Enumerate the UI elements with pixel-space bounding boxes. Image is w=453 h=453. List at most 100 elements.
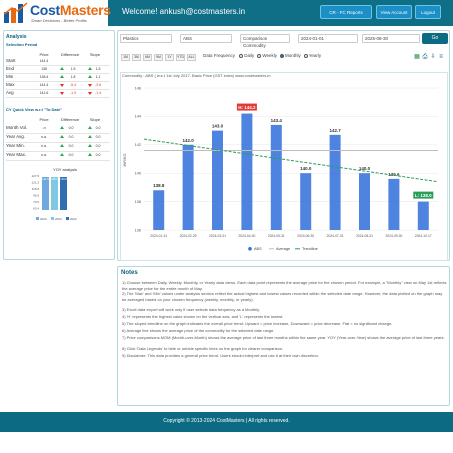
data-label: 139.6 [388,172,400,177]
note-item: 9) Disclaimer: This data provides a gene… [122,353,319,358]
start-date-input[interactable]: 2024-01-01 [298,34,358,43]
range-button-1y[interactable]: 1Y [165,54,174,61]
analysis-row-label: Min [6,74,14,79]
analysis-price: 141.6 [39,90,49,95]
abs-bar [270,124,282,230]
frequency-option-weekly[interactable]: Weekly [257,53,277,58]
arrow-down-icon [88,91,92,95]
analysis-title: Analysis [6,34,27,40]
arrow-up-icon [60,144,64,147]
quickview-difference: 0.0 [68,125,74,130]
go-button[interactable]: Go [422,33,448,44]
data-label: 140.0 [300,166,312,171]
quickview-price: -n [42,125,46,130]
analysis-slope: 1.1 [95,74,101,79]
data-label: 140.0 [359,166,371,171]
frequency-option-label: Daily [244,53,255,58]
excel-icon[interactable]: ▦ [414,54,420,60]
analysis-price: 138.4 [39,74,49,79]
y-tick-label: 136 [135,228,141,232]
range-button-ytd[interactable]: YTD [176,54,185,61]
frequency-option-yearly[interactable]: Yearly [303,53,321,58]
frequency-option-daily[interactable]: Daily [239,53,254,58]
quickview-row-label: Year Min. [6,143,25,148]
abs-bar [300,173,312,230]
frequency-label: Data Frequency [203,53,236,58]
analysis-slope: -1.4 [94,90,102,95]
range-button-3m[interactable]: 3M [132,54,141,61]
range-button-6m[interactable]: 6M [143,54,152,61]
quick-view-title: CY Quick View w.r.t "To Date" [6,107,63,112]
frequency-option-label: Weekly [262,53,277,58]
y-tick-label: 146 [135,86,141,90]
analysis-price: 144.4 [39,58,49,63]
yoy-tick-label: 115.8 [32,187,40,191]
x-tick-label: 2024-04-30 [238,234,255,238]
row-divider [6,150,110,152]
row-divider [6,97,110,98]
quickview-difference: 0.0 [68,143,74,148]
range-button-all[interactable]: ALL [187,54,196,61]
yoy-legend-item: 2022 [70,217,77,221]
cr-fc-reports-button[interactable]: CR - FC Reports [320,5,372,19]
analysis-price: 138 [41,66,47,71]
frequency-option-monthly[interactable]: Monthly [279,53,301,58]
trend-line [143,138,439,183]
brand-tagline: Smart Decisions - Better Profits [31,18,87,23]
range-button-1m[interactable]: 1M [121,54,130,61]
legend-item: Trendline [302,247,318,251]
x-tick-label: 2024-05-31 [268,234,285,238]
plot-frame [120,72,448,261]
x-tick-label: 2024-02-29 [180,234,197,238]
radio-icon[interactable] [303,53,308,58]
selection-period-label: Selection Period [6,42,38,47]
radio-icon[interactable] [257,53,262,58]
comparison-select[interactable]: Comparison Commodity [240,34,290,48]
y-axis-label: INR/KG [123,153,127,166]
logo[interactable]: CostMasters Smart Decisions - Better Pro… [0,0,111,26]
quickview-price: n.a. [41,152,47,157]
row-divider [6,132,110,134]
analysis-price: 144.4 [39,82,49,87]
commodity-select[interactable]: ABS [180,34,232,43]
settings-icon[interactable]: ≡ [439,54,443,60]
note-item: 1) Choose between Daily, Weekly, Monthly… [122,280,447,291]
arrow-up-icon [88,75,92,78]
analysis-row-label: End [6,66,15,71]
data-label-bg [357,165,372,172]
print-icon[interactable]: ⎙ [422,54,428,60]
data-label: 138.8 [153,183,165,188]
data-label-bg [298,165,313,172]
low-label-bg [413,191,434,199]
download-icon[interactable]: ⇩ [430,54,436,60]
analysis-panel [3,30,115,260]
main-chart: 136 138 140 142 144 146 INR/KG 138.8 2024-01-31 1… [123,86,439,251]
x-tick-label: 2024-10-17 [415,234,432,238]
category-select[interactable]: Plastics [120,34,172,43]
data-label-bg [181,137,196,144]
col-slope: Slope [89,52,101,57]
quickview-difference: 0.0 [68,152,74,157]
arrow-up-icon [60,153,64,156]
end-date-input[interactable]: 2025-08-30 [362,34,420,43]
col-difference: Difference [60,52,80,57]
data-label: 142.0 [182,138,194,143]
quickview-slope: 0.0 [95,125,101,130]
radio-icon[interactable] [279,53,284,58]
logout-button[interactable]: Logout [415,5,441,19]
arrow-up-icon [60,135,64,138]
abs-bar [241,113,253,230]
legend-item: ABS [254,247,262,251]
legend-marker [248,247,252,251]
arrow-up-icon [60,67,64,70]
data-label: 143.0 [212,124,224,129]
quickview-price: n.a. [41,143,47,148]
welcome-text: Welcome! ankush@costmasters.in [122,7,246,16]
radio-icon[interactable] [239,53,244,58]
analysis-slope: -3.6 [94,82,102,87]
analysis-difference: -5.4 [69,82,77,87]
view-account-button[interactable]: View Account [376,5,412,19]
row-divider [6,159,110,161]
range-button-9m[interactable]: 9M [154,54,163,61]
arrow-up-icon [88,67,92,70]
